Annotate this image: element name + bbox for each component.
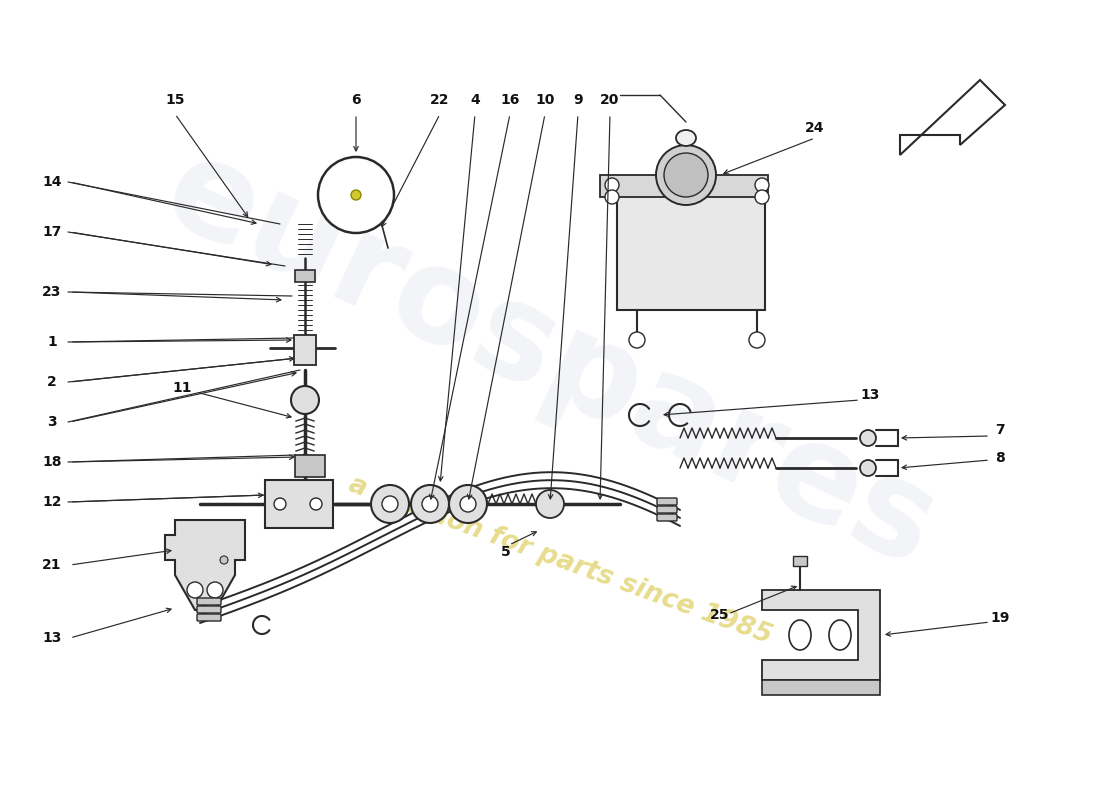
Text: 12: 12 <box>42 495 62 509</box>
Circle shape <box>220 556 228 564</box>
Circle shape <box>292 386 319 414</box>
Text: 25: 25 <box>711 608 729 622</box>
Circle shape <box>460 496 476 512</box>
Circle shape <box>605 190 619 204</box>
FancyBboxPatch shape <box>197 598 221 605</box>
FancyBboxPatch shape <box>197 606 221 613</box>
Circle shape <box>351 190 361 200</box>
Circle shape <box>755 178 769 192</box>
Circle shape <box>411 485 449 523</box>
Text: 2: 2 <box>47 375 57 389</box>
Circle shape <box>422 496 438 512</box>
Text: 16: 16 <box>500 93 519 107</box>
Text: 9: 9 <box>573 93 583 107</box>
Polygon shape <box>165 520 245 610</box>
Ellipse shape <box>860 460 876 476</box>
Text: 6: 6 <box>351 93 361 107</box>
Circle shape <box>310 498 322 510</box>
Text: 18: 18 <box>42 455 62 469</box>
Text: 5: 5 <box>502 545 510 559</box>
Text: 4: 4 <box>470 93 480 107</box>
FancyBboxPatch shape <box>657 514 676 521</box>
Ellipse shape <box>860 430 876 446</box>
Circle shape <box>755 190 769 204</box>
FancyBboxPatch shape <box>265 480 333 528</box>
Circle shape <box>318 157 394 233</box>
Circle shape <box>536 490 564 518</box>
FancyBboxPatch shape <box>295 455 324 477</box>
Text: a passion for parts since 1985: a passion for parts since 1985 <box>344 471 776 649</box>
Text: 24: 24 <box>805 121 825 135</box>
Text: 15: 15 <box>165 93 185 107</box>
Text: 7: 7 <box>996 423 1004 437</box>
Text: 19: 19 <box>990 611 1010 625</box>
FancyBboxPatch shape <box>197 614 221 621</box>
Text: 1: 1 <box>47 335 57 349</box>
Polygon shape <box>900 80 1005 155</box>
Circle shape <box>371 485 409 523</box>
FancyBboxPatch shape <box>617 195 764 310</box>
Text: eurospares: eurospares <box>145 126 955 594</box>
Ellipse shape <box>789 620 811 650</box>
Text: 13: 13 <box>860 388 880 402</box>
Text: 10: 10 <box>536 93 554 107</box>
Circle shape <box>749 332 764 348</box>
Circle shape <box>274 498 286 510</box>
Polygon shape <box>762 680 880 695</box>
Text: 22: 22 <box>430 93 450 107</box>
FancyBboxPatch shape <box>657 498 676 505</box>
FancyBboxPatch shape <box>657 506 676 513</box>
Circle shape <box>664 153 708 197</box>
Text: 21: 21 <box>42 558 62 572</box>
Text: 11: 11 <box>173 381 191 395</box>
FancyBboxPatch shape <box>295 270 315 282</box>
Ellipse shape <box>676 130 696 146</box>
Circle shape <box>187 582 204 598</box>
Text: 3: 3 <box>47 415 57 429</box>
Text: 14: 14 <box>42 175 62 189</box>
Circle shape <box>207 582 223 598</box>
Text: 17: 17 <box>42 225 62 239</box>
Text: 20: 20 <box>601 93 619 107</box>
Text: 8: 8 <box>996 451 1005 465</box>
Polygon shape <box>762 590 880 680</box>
Ellipse shape <box>829 620 851 650</box>
FancyBboxPatch shape <box>793 556 807 566</box>
Circle shape <box>449 485 487 523</box>
Circle shape <box>382 496 398 512</box>
Text: 23: 23 <box>42 285 62 299</box>
Text: 13: 13 <box>42 631 62 645</box>
FancyBboxPatch shape <box>294 335 316 365</box>
Circle shape <box>605 178 619 192</box>
FancyBboxPatch shape <box>600 175 768 197</box>
Circle shape <box>629 332 645 348</box>
Circle shape <box>656 145 716 205</box>
